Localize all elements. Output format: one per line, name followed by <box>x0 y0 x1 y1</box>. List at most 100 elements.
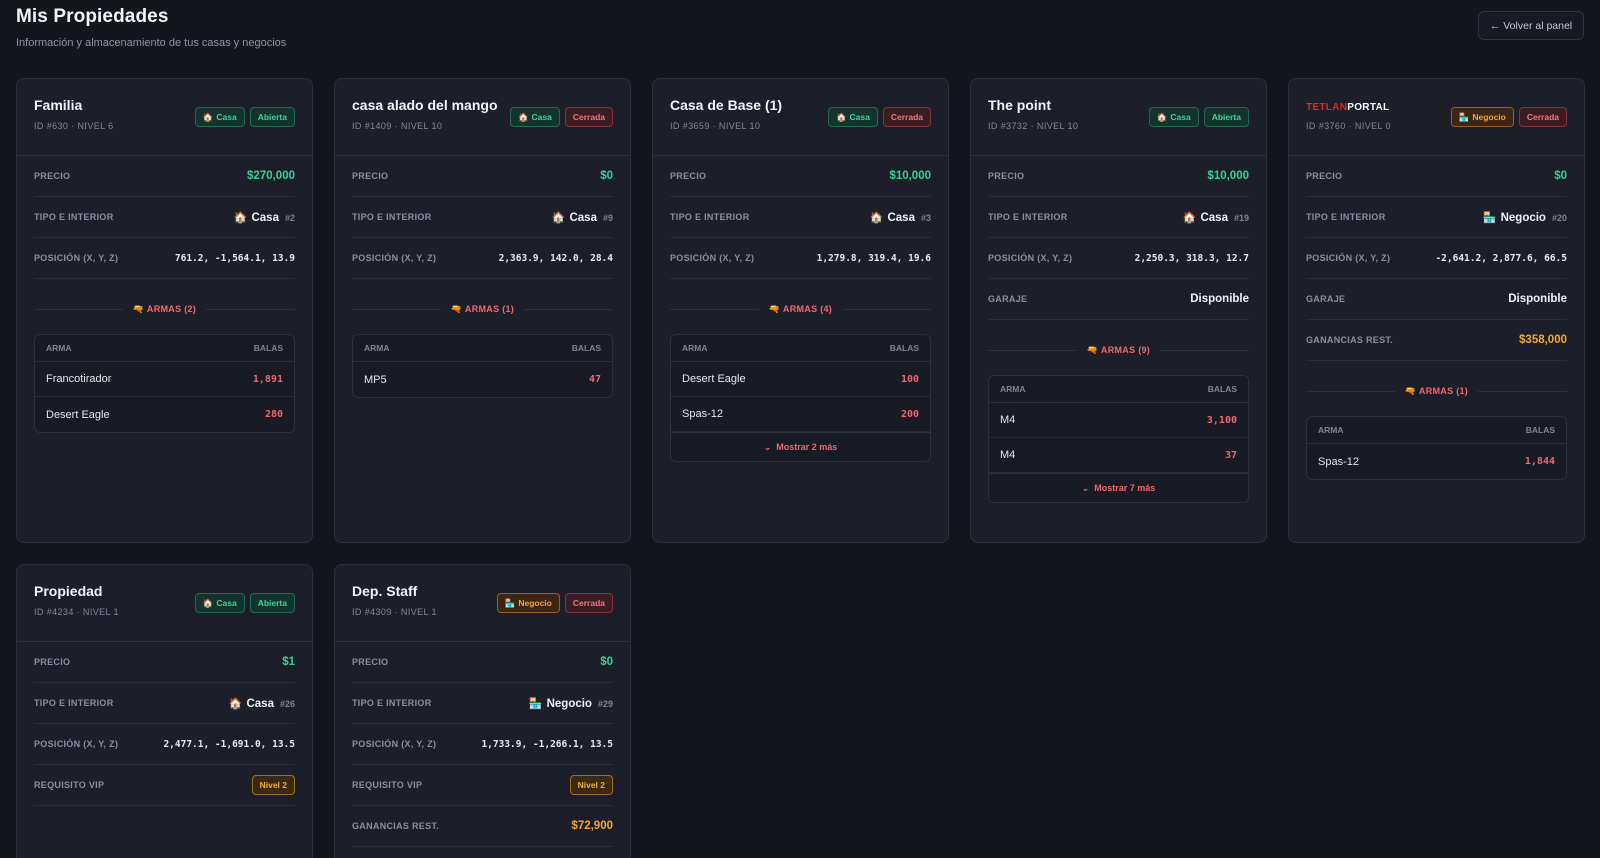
house-icon: 🏠 <box>202 597 214 608</box>
property-name: The point <box>988 97 1051 113</box>
type-row: TIPO E INTERIOR 🏪 Negocio #29 <box>352 683 613 724</box>
position-value: -2,641.2, 2,877.6, 66.5 <box>1435 252 1567 264</box>
weapons-table: ARMA BALAS Desert Eagle 100 Spas-12 200 ⌄ Mo… <box>670 334 931 462</box>
status-badge: Cerrada <box>564 593 613 613</box>
position-row: POSICIÓN (X, Y, Z) 761.2, -1,564.1, 13.9 <box>34 238 295 279</box>
price-value: $10,000 <box>889 170 931 182</box>
property-id: ID #4234 · NIVEL 1 <box>34 607 119 617</box>
status-badge: Cerrada <box>564 107 613 127</box>
house-icon: 🏠 <box>1182 211 1197 224</box>
property-id: ID #3659 · NIVEL 10 <box>670 121 761 131</box>
type-badge: 🏠 Casa <box>827 107 878 127</box>
price-value: $0 <box>1554 170 1567 182</box>
vip-badge: Nivel 2 <box>251 775 295 795</box>
property-name: Casa de Base (1) <box>670 97 783 113</box>
property-card: TETLANPORTAL ID #3760 · NIVEL 0 🏪 Negocio… <box>1288 78 1585 543</box>
weapons-divider: 🔫 ARMAS (1) <box>352 296 613 322</box>
vip-row: REQUISITO VIP Nivel 2 <box>352 765 613 806</box>
property-id: ID #630 · NIVEL 6 <box>34 121 114 131</box>
shop-icon: 🏪 <box>528 697 543 710</box>
house-icon: 🏠 <box>869 211 884 224</box>
table-row: Desert Eagle 100 <box>671 362 930 397</box>
position-value: 2,477.1, -1,691.0, 13.5 <box>163 738 295 750</box>
position-row: POSICIÓN (X, Y, Z) 2,363.9, 142.0, 28.4 <box>352 238 613 279</box>
property-card: casa alado del mango ID #1409 · NIVEL 10… <box>334 78 631 543</box>
type-row: TIPO E INTERIOR 🏠 Casa #9 <box>352 197 613 238</box>
price-row: PRECIO $0 <box>1306 156 1567 197</box>
property-card: Propiedad ID #4234 · NIVEL 1 🏠 Casa Abier… <box>16 564 313 858</box>
table-row: Spas-12 1,844 <box>1318 455 1555 468</box>
properties-grid: Familia ID #630 · NIVEL 6 🏠 Casa Abierta … <box>16 78 1585 858</box>
property-name: Propiedad <box>34 583 103 599</box>
table-row: Desert Eagle 280 <box>46 408 283 421</box>
position-value: 2,250.3, 318.3, 12.7 <box>1134 252 1249 264</box>
type-badge: 🏪 Negocio <box>496 593 560 613</box>
position-value: 761.2, -1,564.1, 13.9 <box>174 252 295 264</box>
property-card: Casa de Base (1) ID #3659 · NIVEL 10 🏠 Ca… <box>652 78 949 543</box>
price-row: PRECIO $0 <box>352 642 613 683</box>
weapons-table: ARMA BALAS MP5 47 <box>352 334 613 398</box>
status-badge: Abierta <box>249 593 295 613</box>
house-icon: 🏠 <box>551 211 566 224</box>
weapons-table: ARMA BALAS Spas-12 1,844 <box>1306 416 1567 480</box>
price-value: $1 <box>282 656 295 668</box>
weapons-divider: 🔫 ARMAS (4) <box>670 296 931 322</box>
property-id: ID #1409 · NIVEL 10 <box>352 121 443 131</box>
property-id: ID #3732 · NIVEL 10 <box>988 121 1079 131</box>
back-to-panel-button[interactable]: ← Volver al panel <box>1478 11 1584 40</box>
status-badge: Cerrada <box>1518 107 1567 127</box>
position-value: 2,363.9, 142.0, 28.4 <box>498 252 613 264</box>
position-row: POSICIÓN (X, Y, Z) 1,279.8, 319.4, 19.6 <box>670 238 931 279</box>
position-row: POSICIÓN (X, Y, Z) -2,641.2, 2,877.6, 66.… <box>1306 238 1567 279</box>
table-row: Francotirador 1,891 <box>35 362 294 397</box>
vip-badge: Nivel 2 <box>569 775 613 795</box>
price-row: PRECIO $0 <box>352 156 613 197</box>
position-row: POSICIÓN (X, Y, Z) 2,250.3, 318.3, 12.7 <box>988 238 1249 279</box>
earnings-row: GANANCIAS REST. $358,000 <box>1306 320 1567 361</box>
type-badge: 🏠 Casa <box>1148 107 1199 127</box>
chevron-down-icon: ⌄ <box>763 441 772 452</box>
earnings-row: GANANCIAS REST. $72,900 <box>352 806 613 847</box>
type-row: TIPO E INTERIOR 🏠 Casa #26 <box>34 683 295 724</box>
price-row: PRECIO $10,000 <box>988 156 1249 197</box>
weapons-divider: 🔫 ARMAS (1) <box>1306 378 1567 404</box>
property-name: Dep. Staff <box>352 583 418 599</box>
price-value: $270,000 <box>247 170 295 182</box>
show-more-button[interactable]: ⌄ Mostrar 7 más <box>989 473 1248 502</box>
gun-icon: 🔫 <box>450 303 463 314</box>
table-row: Spas-12 200 <box>671 397 930 432</box>
type-row: TIPO E INTERIOR 🏪 Negocio #20 <box>1306 197 1567 238</box>
position-value: 1,279.8, 319.4, 19.6 <box>816 252 931 264</box>
table-row: MP5 47 <box>364 373 601 386</box>
price-row: PRECIO $10,000 <box>670 156 931 197</box>
weapons-table: ARMA BALAS M4 3,100 M4 37 ⌄ Mostrar 7 más <box>988 375 1249 503</box>
shop-icon: 🏪 <box>504 597 516 608</box>
status-badge: Abierta <box>1203 107 1249 127</box>
table-row: M4 3,100 <box>989 403 1248 438</box>
gun-icon: 🔫 <box>132 303 145 314</box>
shop-icon: 🏪 <box>1482 211 1497 224</box>
page-subtitle: Información y almacenamiento de tus casa… <box>16 37 287 49</box>
type-badge: 🏠 Casa <box>194 107 245 127</box>
property-name: Familia <box>34 97 83 113</box>
type-badge: 🏪 Negocio <box>1450 107 1514 127</box>
chevron-down-icon: ⌄ <box>1081 482 1090 493</box>
price-row: PRECIO $1 <box>34 642 295 683</box>
house-icon: 🏠 <box>202 111 214 122</box>
house-icon: 🏠 <box>1156 111 1168 122</box>
type-row: TIPO E INTERIOR 🏠 Casa #3 <box>670 197 931 238</box>
vip-row: REQUISITO VIP Nivel 2 <box>34 765 295 806</box>
property-name: casa alado del mango <box>352 97 498 113</box>
house-icon: 🏠 <box>228 697 243 710</box>
weapons-table: ARMA BALAS Francotirador 1,891 Desert Eagl… <box>34 334 295 433</box>
position-value: 1,733.9, -1,266.1, 13.5 <box>481 738 613 750</box>
house-icon: 🏠 <box>835 111 847 122</box>
show-more-button[interactable]: ⌄ Mostrar 2 más <box>671 432 930 461</box>
position-row: POSICIÓN (X, Y, Z) 2,477.1, -1,691.0, 13.… <box>34 724 295 765</box>
garage-row: GARAJE Disponible <box>988 279 1249 320</box>
status-badge: Abierta <box>249 107 295 127</box>
price-value: $10,000 <box>1207 170 1249 182</box>
table-row: M4 37 <box>989 438 1248 473</box>
type-badge: 🏠 Casa <box>509 107 560 127</box>
property-name: TETLANPORTAL <box>1306 102 1390 113</box>
